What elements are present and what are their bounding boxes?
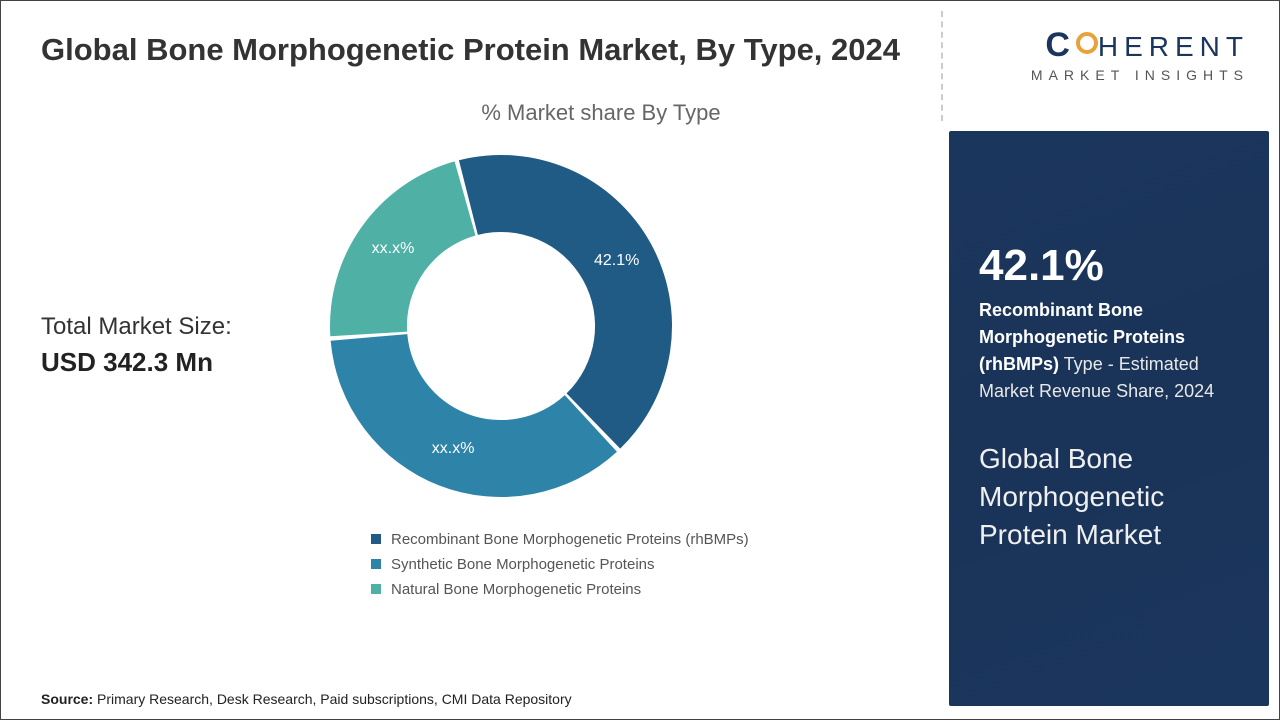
panel-percentage: 42.1% <box>979 241 1239 291</box>
legend-swatch <box>371 559 381 569</box>
donut-chart: 42.1% xx.x% xx.x% <box>321 146 681 506</box>
donut-slice <box>331 334 617 497</box>
legend-label: Natural Bone Morphogenetic Proteins <box>391 581 641 598</box>
logo-subtitle: MARKET INSIGHTS <box>969 67 1249 83</box>
legend-label: Recombinant Bone Morphogenetic Proteins … <box>391 531 749 548</box>
market-size-value: USD 342.3 Mn <box>41 347 321 378</box>
source-text: Primary Research, Desk Research, Paid su… <box>97 691 572 707</box>
side-panel: 42.1% Recombinant Bone Morphogenetic Pro… <box>949 131 1269 706</box>
logo-letter-c: C <box>1045 26 1076 64</box>
chart-legend: Recombinant Bone Morphogenetic Proteins … <box>371 531 911 598</box>
panel-title: Global Bone Morphogenetic Protein Market <box>979 440 1239 553</box>
legend-item: Natural Bone Morphogenetic Proteins <box>371 581 911 598</box>
brand-logo: C HERENT MARKET INSIGHTS <box>969 26 1249 83</box>
legend-item: Synthetic Bone Morphogenetic Proteins <box>371 556 911 573</box>
logo-rest: HERENT <box>1098 31 1249 62</box>
legend-swatch <box>371 584 381 594</box>
chart-subtitle: % Market share By Type <box>291 100 911 126</box>
market-size-label: Total Market Size: <box>41 313 321 341</box>
main-content: Global Bone Morphogenetic Protein Market… <box>1 1 941 721</box>
panel-description: Recombinant Bone Morphogenetic Proteins … <box>979 297 1239 405</box>
logo-main: C HERENT <box>1045 26 1249 65</box>
source-label: Source: <box>41 691 93 707</box>
logo-ring-icon <box>1076 32 1098 54</box>
legend-item: Recombinant Bone Morphogenetic Proteins … <box>371 531 911 548</box>
page-title: Global Bone Morphogenetic Protein Market… <box>41 31 911 70</box>
source-line: Source: Primary Research, Desk Research,… <box>41 691 572 707</box>
legend-swatch <box>371 534 381 544</box>
market-size-block: Total Market Size: USD 342.3 Mn <box>41 273 321 378</box>
slice-label: xx.x% <box>432 440 475 458</box>
slice-label: 42.1% <box>594 252 639 270</box>
vertical-divider <box>941 11 943 121</box>
slice-label: xx.x% <box>372 240 415 258</box>
content-row: Total Market Size: USD 342.3 Mn 42.1% xx.… <box>41 146 911 506</box>
legend-label: Synthetic Bone Morphogenetic Proteins <box>391 556 655 573</box>
